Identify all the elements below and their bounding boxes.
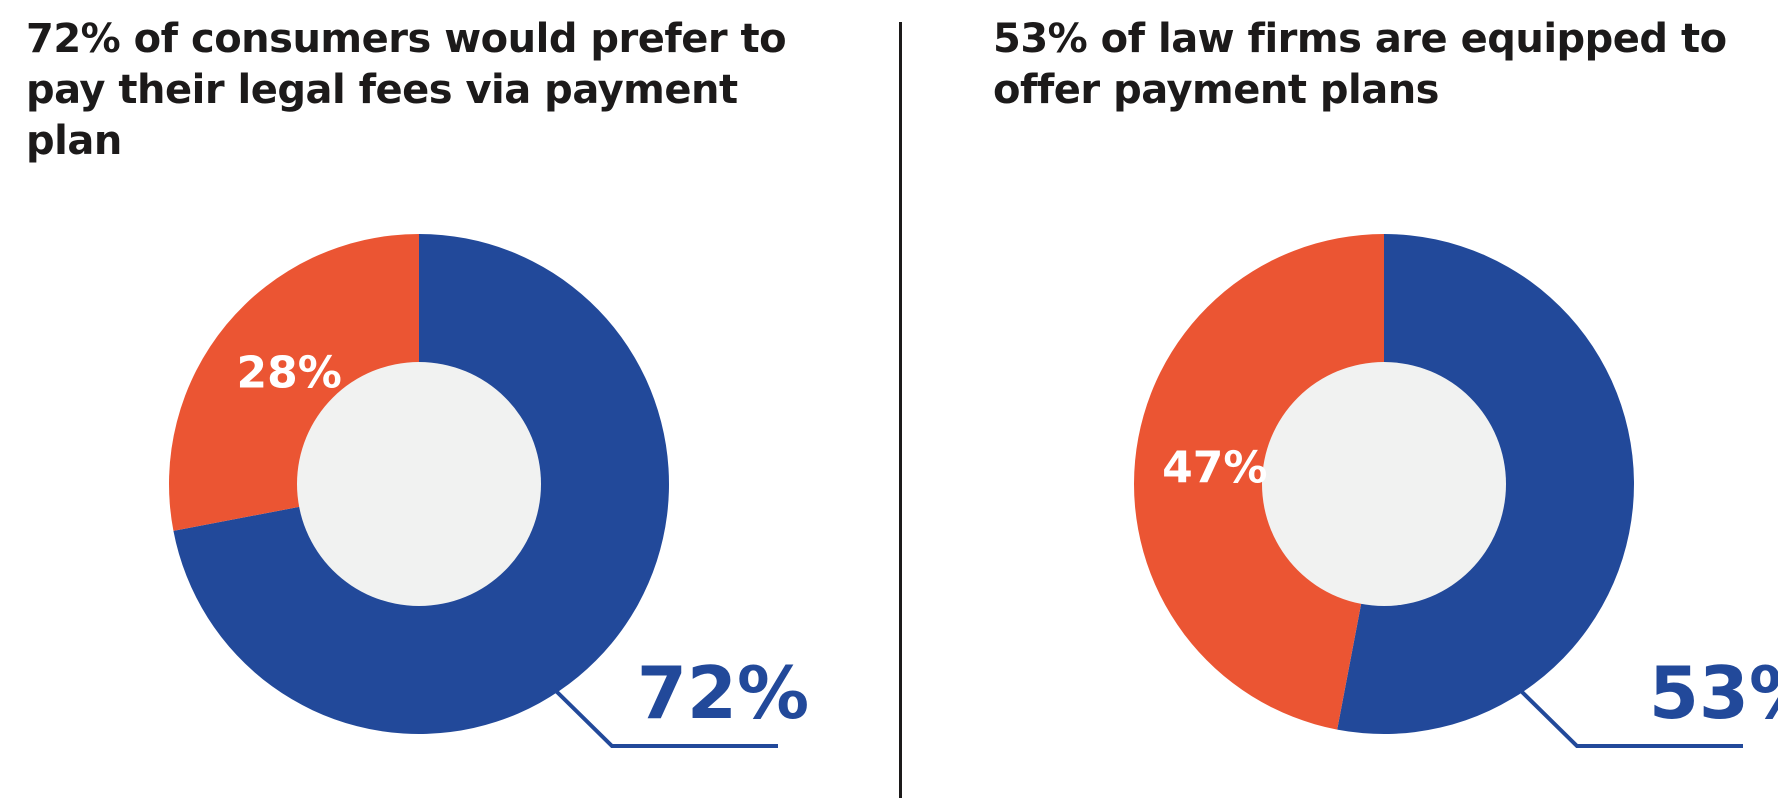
chart-panel-law-firms: 53% of law firms are equipped to offer p…	[880, 0, 1778, 798]
slice-label-primary: 72%	[637, 651, 809, 735]
donut-hole	[1262, 362, 1506, 606]
donut-chart: 28% 72%	[169, 234, 809, 748]
chart-panel-consumers: 72% of consumers would prefer to pay the…	[0, 0, 880, 798]
donut-hole	[297, 362, 541, 606]
divider	[899, 22, 902, 798]
slice-label-secondary: 28%	[236, 347, 341, 398]
slice-label-secondary: 47%	[1162, 443, 1267, 494]
slice-secondary	[1133, 234, 1384, 730]
leader-line	[553, 688, 778, 748]
leader-line	[1518, 688, 1743, 748]
chart-title: 72% of consumers would prefer to pay the…	[26, 16, 787, 164]
donut-chart: 47% 53%	[1133, 234, 1778, 748]
chart-title: 53% of law firms are equipped to offer p…	[993, 16, 1727, 113]
slice-label-primary: 53%	[1649, 651, 1778, 735]
